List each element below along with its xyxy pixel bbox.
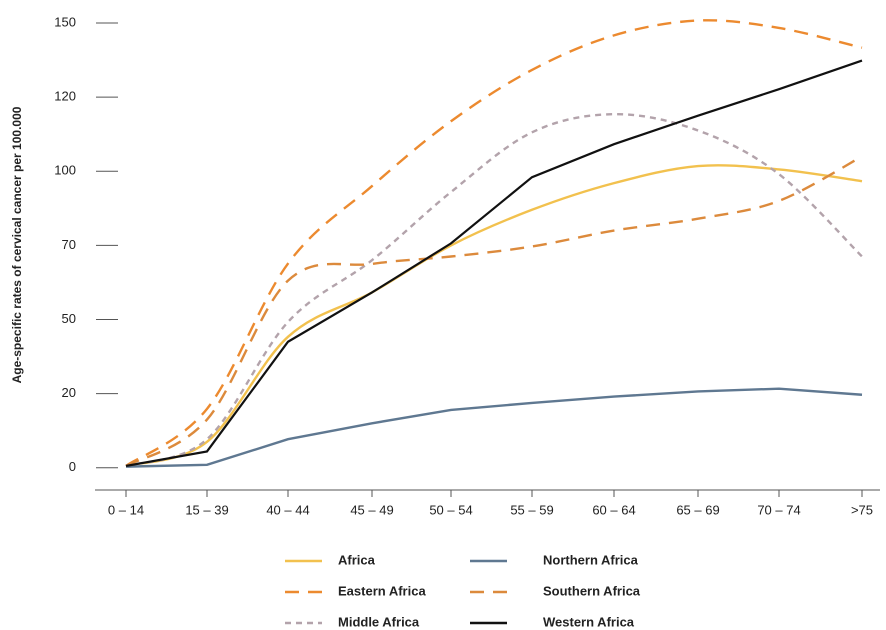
series-line [125,155,863,467]
legend-label: Northern Africa [543,552,639,567]
x-tick-label: 65 – 69 [676,502,719,517]
series-line [125,59,863,467]
series-line [125,112,863,468]
x-tick-label: 70 – 74 [757,502,800,517]
y-tick-label: 70 [62,237,76,252]
legend-label: Western Africa [543,614,635,629]
series-line [125,164,863,468]
y-tick-label: 120 [54,89,76,104]
y-tick-label: 50 [62,311,76,326]
x-tick-label: >75 [851,502,873,517]
series-line [125,19,863,467]
y-tick-label: 150 [54,14,76,29]
x-tick-label: 45 – 49 [350,502,393,517]
series-line [125,387,863,468]
y-axis-title: Age-specific rates of cervical cancer pe… [10,106,24,383]
x-tick-label: 15 – 39 [185,502,228,517]
legend-label: Southern Africa [543,583,641,598]
x-tick-label: 40 – 44 [266,502,309,517]
x-tick-label: 0 – 14 [108,502,144,517]
legend-label: Eastern Africa [338,583,426,598]
y-tick-label: 100 [54,163,76,178]
y-tick-label: 0 [69,459,76,474]
x-tick-label: 55 – 59 [510,502,553,517]
x-tick-label: 50 – 54 [429,502,472,517]
y-tick-label: 20 [62,385,76,400]
legend-label: Africa [338,552,376,567]
legend-label: Middle Africa [338,614,420,629]
x-tick-label: 60 – 64 [592,502,635,517]
